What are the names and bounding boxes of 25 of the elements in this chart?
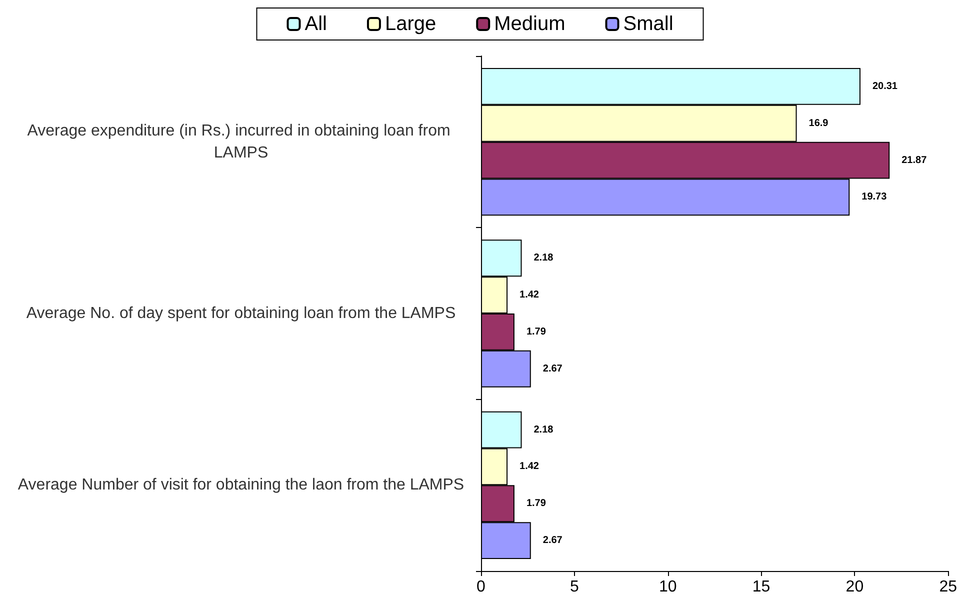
data-label: 1.79: [526, 498, 546, 510]
data-label: 19.73: [862, 192, 888, 203]
data-label: 16.9: [808, 118, 829, 129]
legend-label: Medium: [494, 13, 566, 35]
x-tick-label: 15: [752, 578, 770, 596]
legend-label: Large: [384, 13, 436, 35]
legend-label: Small: [623, 13, 674, 35]
data-label: 2.18: [534, 424, 554, 436]
data-label: 1.42: [520, 290, 540, 301]
x-tick-label: 10: [658, 578, 677, 596]
data-label: 2.67: [542, 535, 563, 546]
legend-label: All: [304, 13, 327, 35]
x-tick-label: 5: [570, 578, 579, 596]
data-label: 2.18: [534, 252, 554, 264]
data-label: 1.79: [526, 326, 546, 338]
x-tick-label: 20: [846, 578, 864, 596]
y-tick-label: Average No. of day spent for obtaining loan from the LAMPS: [26, 305, 456, 322]
y-tick-label: Average Number of visit for obtaining the laon from the LAMPS: [18, 476, 464, 494]
data-label: 1.42: [520, 461, 540, 472]
x-tick-label: 0: [476, 578, 486, 596]
data-label: 20.31: [872, 80, 898, 92]
data-label: 21.87: [902, 154, 928, 166]
data-label: 2.67: [542, 363, 563, 374]
x-tick-label: 25: [939, 578, 958, 596]
y-tick-label: Average expenditure (in Rs.) incurred in obtaining loan from LAMPS: [27, 122, 455, 162]
